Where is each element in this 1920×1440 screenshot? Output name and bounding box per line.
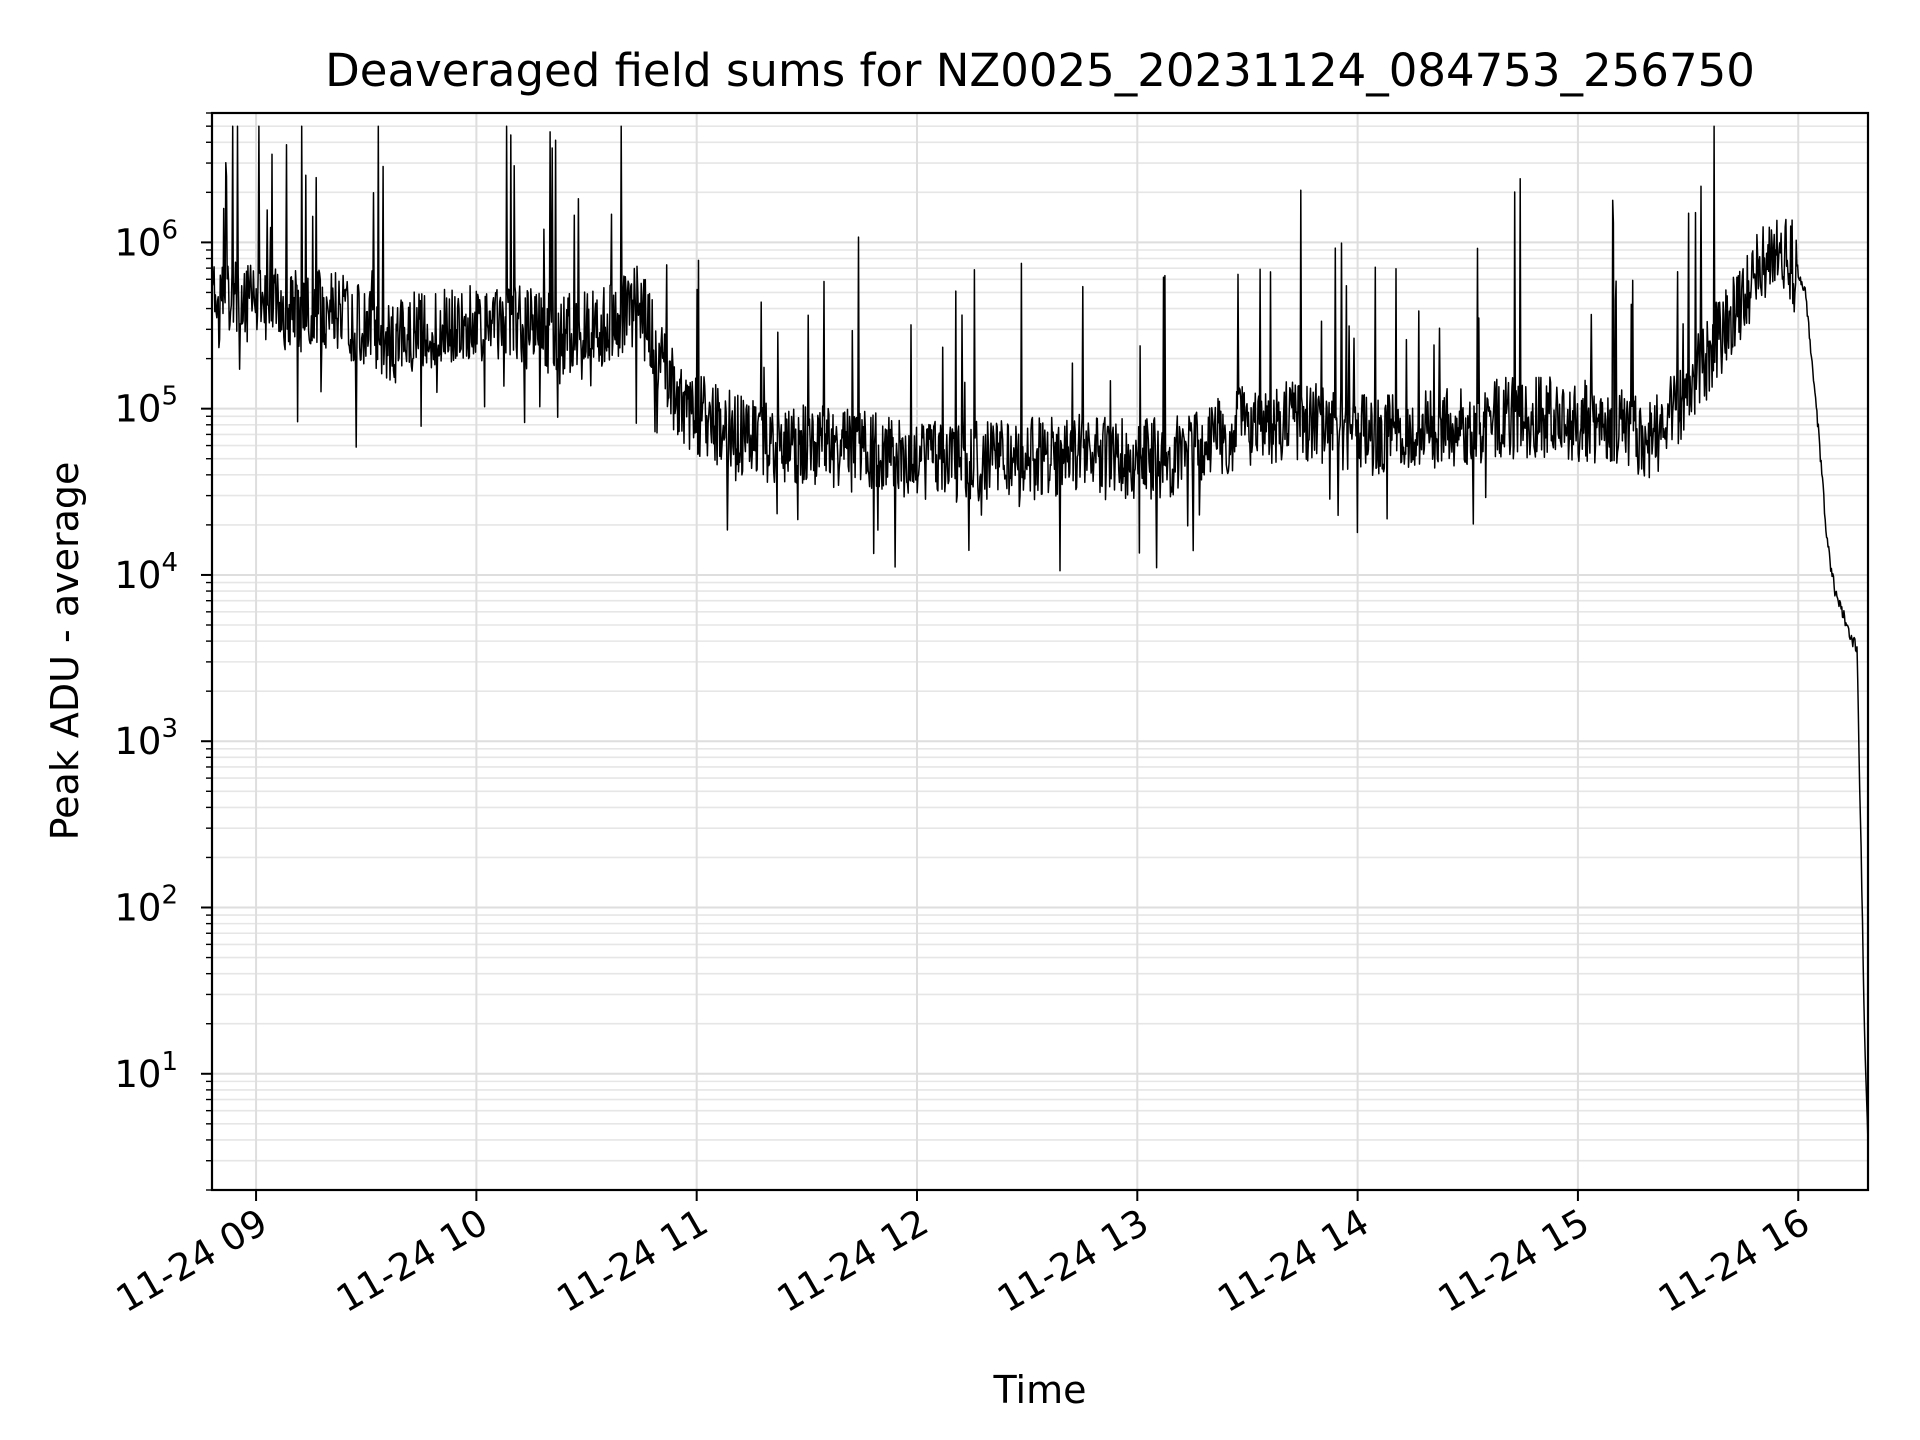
x-tick-label: 11-24 13 (990, 1201, 1156, 1321)
y-tick-label: 105 (114, 382, 178, 431)
series-line (211, 125, 1869, 1143)
y-tick-label: 101 (114, 1047, 178, 1096)
y-tick-label: 102 (114, 880, 178, 929)
x-tick-label: 11-24 12 (770, 1201, 936, 1321)
chart-title: Deaveraged field sums for NZ0025_2023112… (325, 44, 1755, 97)
y-axis-label: Peak ADU - average (43, 462, 87, 841)
x-tick-label: 11-24 10 (329, 1201, 495, 1321)
x-tick-label: 11-24 14 (1211, 1201, 1377, 1321)
x-axis-label: Time (993, 1368, 1087, 1412)
x-tick-label: 11-24 11 (550, 1201, 716, 1321)
y-tick-label: 106 (114, 215, 178, 264)
x-tick-label: 11-24 15 (1431, 1201, 1597, 1321)
y-tick-label: 104 (114, 548, 178, 597)
grid-layer (212, 112, 1868, 1191)
data-layer (211, 125, 1869, 1143)
plot-frame (210, 111, 1870, 1192)
y-tick-label: 103 (114, 714, 178, 763)
x-tick-label: 11-24 16 (1651, 1201, 1817, 1321)
x-tick-label: 11-24 09 (109, 1201, 275, 1321)
